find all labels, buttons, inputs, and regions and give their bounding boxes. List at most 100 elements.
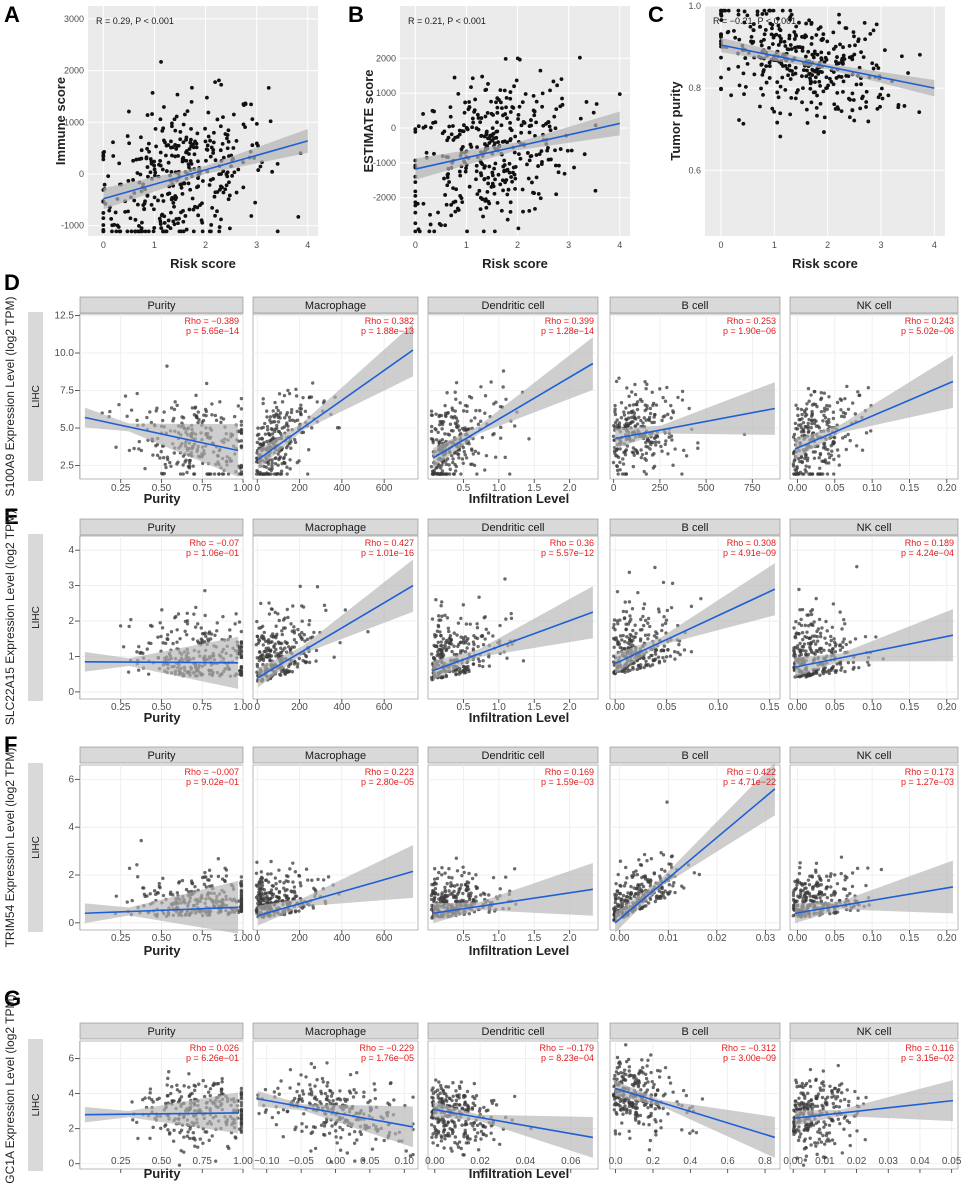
data-point (271, 409, 275, 413)
data-point (148, 170, 153, 175)
data-point (290, 645, 294, 649)
x-tick-label: 0 (611, 483, 617, 494)
data-point (792, 37, 797, 41)
data-point (852, 118, 857, 123)
data-point (291, 861, 295, 865)
data-point (458, 401, 462, 405)
data-point (799, 407, 804, 412)
data-point (140, 220, 144, 225)
regression-line (794, 380, 954, 450)
data-point (558, 147, 563, 151)
x-tick-label: 0.50 (152, 483, 172, 494)
x-axis-title: Risk score (792, 256, 858, 271)
data-point (499, 425, 503, 430)
data-point (170, 124, 174, 129)
data-point (286, 388, 290, 393)
data-point (759, 39, 764, 44)
x-tick-label: 400 (334, 483, 351, 494)
data-point (492, 136, 497, 141)
y-axis-title: SLC22A15 Expression Level (log2 TPM) (3, 510, 17, 725)
data-point (274, 882, 278, 886)
data-point (456, 91, 461, 96)
data-point (548, 88, 552, 93)
data-point (429, 429, 434, 434)
data-point (615, 418, 619, 422)
data-point (864, 105, 868, 109)
data-point (450, 406, 454, 410)
data-point (144, 156, 149, 161)
data-point (532, 109, 537, 114)
data-point (469, 462, 473, 467)
data-point (648, 411, 653, 416)
data-point (421, 112, 425, 116)
data-point (631, 446, 636, 450)
data-point (620, 646, 624, 651)
data-point (800, 49, 805, 53)
data-point (719, 18, 724, 22)
data-point (169, 145, 173, 150)
y-tick-label: 3 (68, 581, 74, 592)
data-point (452, 472, 457, 476)
data-point (795, 45, 800, 49)
data-point (191, 145, 196, 150)
data-point (480, 197, 485, 201)
data-point (495, 200, 500, 205)
data-point (837, 454, 841, 458)
data-point (511, 106, 516, 110)
data-point (283, 461, 287, 466)
data-point (184, 887, 189, 892)
data-point (146, 229, 151, 234)
data-point (798, 641, 802, 646)
data-point (516, 226, 521, 231)
data-point (775, 90, 780, 95)
rho-value: Rho = 0.223 (365, 767, 414, 777)
data-point (165, 633, 170, 637)
data-point (456, 452, 461, 456)
data-point (612, 622, 616, 627)
data-point (489, 99, 493, 104)
data-point (635, 400, 640, 404)
data-point (830, 449, 834, 453)
data-point (822, 130, 826, 134)
data-point (225, 136, 229, 141)
data-point (152, 225, 157, 230)
data-point (721, 8, 726, 13)
data-point (801, 86, 805, 90)
data-point (178, 472, 183, 476)
data-point (303, 660, 307, 664)
data-point (190, 85, 194, 90)
data-point (114, 894, 118, 898)
data-point (806, 426, 810, 431)
data-point (302, 633, 307, 637)
data-point (277, 890, 281, 895)
data-point (803, 54, 808, 59)
data-point (780, 8, 785, 13)
data-point (133, 229, 138, 234)
data-point (162, 138, 166, 143)
data-point (819, 56, 824, 61)
data-point (125, 229, 130, 234)
data-point (433, 895, 437, 900)
data-point (789, 95, 794, 100)
data-point (179, 185, 184, 190)
x-tick-label: 0.75 (193, 933, 213, 944)
data-point (213, 80, 218, 85)
data-point (639, 418, 643, 423)
data-point (282, 881, 286, 885)
data-point (260, 436, 264, 440)
data-point (239, 665, 244, 669)
data-point (812, 49, 817, 54)
data-point (221, 115, 225, 120)
data-point (453, 135, 458, 140)
x-axis-title-purity: Purity (144, 491, 182, 506)
data-point (830, 666, 835, 670)
data-point (529, 123, 534, 128)
data-point (676, 650, 680, 655)
data-point (164, 169, 169, 173)
data-point (459, 883, 464, 887)
data-point (439, 652, 443, 656)
data-point (189, 161, 194, 166)
data-point (294, 387, 298, 391)
data-point (239, 439, 244, 443)
data-point (499, 123, 504, 128)
